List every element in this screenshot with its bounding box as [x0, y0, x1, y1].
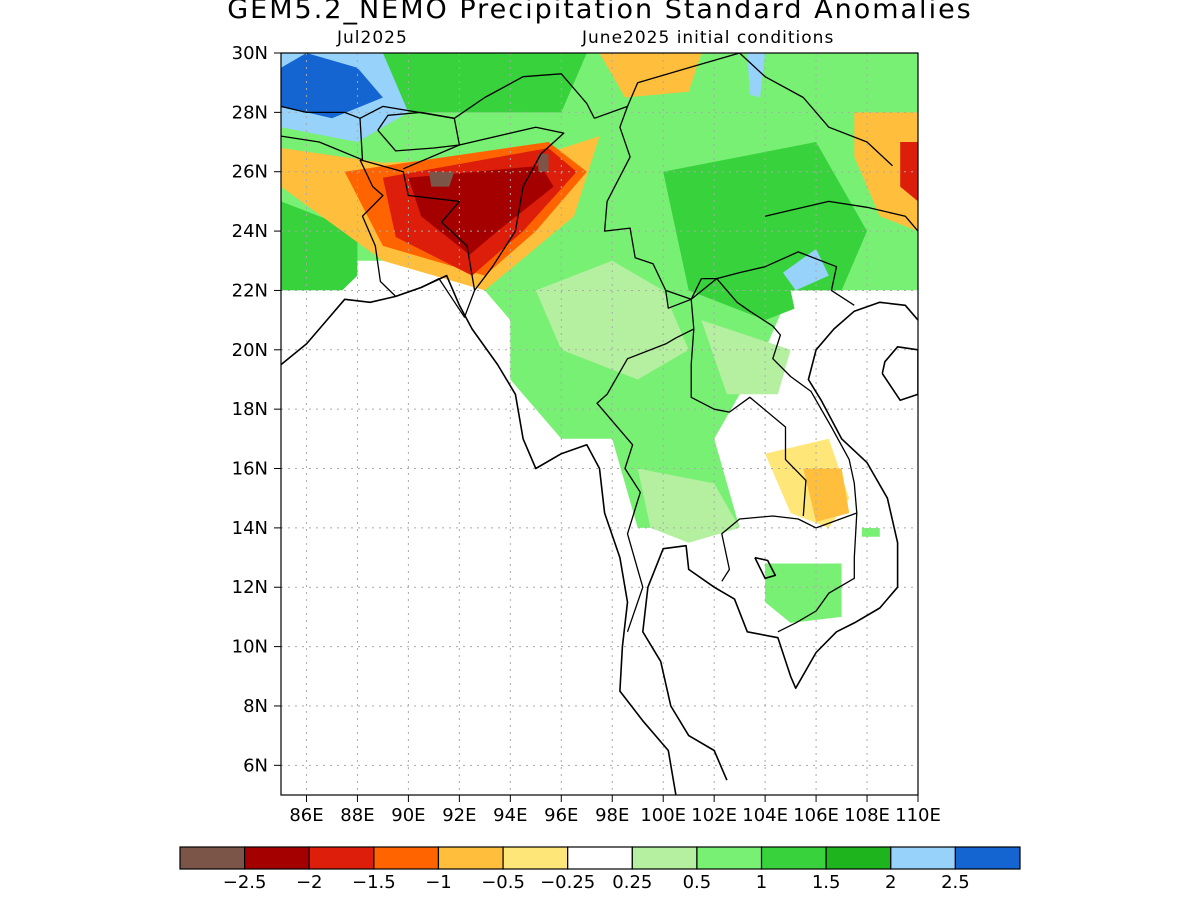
lon-tick-label: 98E [595, 805, 629, 826]
forecast-month-label: Jul2025 [337, 28, 408, 48]
coastline-tonle-sap [754, 556, 777, 580]
border-laos-borders [690, 277, 858, 582]
border-laos-thailand [690, 328, 807, 517]
colorbar-label: 1 [756, 872, 767, 893]
colorbar: −2.5 −2 −1.5 −1 −0.5 −0.25 0.25 0.5 1 1.5 2 2.5 [179, 846, 1021, 893]
lon-tick-label: 90E [391, 805, 425, 826]
border-assam-border [403, 126, 565, 291]
anomaly-region-red-china-ne [900, 142, 918, 202]
anomaly-region-darkred-core [408, 165, 554, 255]
lat-tick-label: 10N [232, 637, 268, 658]
lon-tick-label: 104E [742, 805, 788, 826]
initial-conditions-label: June2025 initial conditions [582, 28, 835, 48]
grid-lines [281, 53, 918, 795]
lat-tick-label: 20N [232, 340, 268, 361]
axis-ticks: 6N 8N 10N 12N 14N 16N 18N 20N 22N 24N 26N 28N 30N 86E… [232, 43, 941, 826]
lat-tick-label: 22N [232, 280, 268, 301]
mask-east [790, 290, 918, 528]
lon-tick-label: 102E [691, 805, 737, 826]
colorbar-label: −0.25 [540, 872, 595, 893]
colorbar-swatch [179, 846, 246, 870]
lon-tick-label: 110E [895, 805, 941, 826]
colorbar-label: −1.5 [352, 872, 396, 893]
mask-south-east [612, 527, 918, 795]
colorbar-label: 2 [885, 872, 896, 893]
coastline-gulf-of-thailand [641, 301, 918, 781]
border-india-china-ne [359, 73, 595, 119]
lon-tick-label: 86E [289, 805, 323, 826]
border-bhutan-border [377, 111, 461, 152]
colorbar-swatch [373, 846, 440, 870]
lat-tick-label: 18N [232, 399, 268, 420]
border-guangxi-internal [764, 200, 918, 232]
lat-tick-label: 12N [232, 577, 268, 598]
anomaly-region-brown-core-2 [538, 153, 549, 172]
anomaly-region-light-green-laos [701, 320, 791, 395]
lon-tick-label: 96E [544, 805, 578, 826]
map-frame [280, 52, 919, 796]
lon-tick-label: 100E [640, 805, 686, 826]
lat-tick-label: 6N [243, 755, 268, 776]
anomaly-region-green-cambodia [765, 563, 842, 623]
border-bangladesh-border [359, 159, 476, 318]
colorbar-swatch [825, 846, 892, 870]
lat-tick-label: 14N [232, 518, 268, 539]
colorbar-label: −2 [296, 872, 323, 893]
lon-tick-label: 94E [493, 805, 527, 826]
map-content [281, 53, 918, 795]
colorbar-swatch [760, 846, 827, 870]
lat-tick-label: 24N [232, 221, 268, 242]
lat-tick-label: 30N [232, 43, 268, 64]
colorbar-swatch [696, 846, 763, 870]
lat-tick-label: 28N [232, 102, 268, 123]
colorbar-swatch [244, 846, 310, 870]
lon-tick-label: 106E [793, 805, 839, 826]
colorbar-label: 0.25 [612, 872, 652, 893]
colorbar-label: 1.5 [812, 872, 841, 893]
colorbar-label: −0.5 [481, 872, 525, 893]
lat-tick-label: 26N [232, 162, 268, 183]
colorbar-label: 2.5 [941, 872, 970, 893]
lon-tick-label: 108E [844, 805, 890, 826]
border-myanmar-thailand [596, 290, 695, 633]
colorbar-swatch [954, 846, 1021, 870]
anomaly-region-brown-core-1 [428, 171, 455, 187]
coastline-india-east-coast [281, 274, 677, 795]
map-plot-area [280, 52, 919, 796]
colorbar-swatch [437, 846, 504, 870]
colorbar-label: −1 [425, 872, 452, 893]
border-cambodia-vietnam [777, 512, 858, 633]
coastline-hainan [881, 345, 918, 402]
lon-tick-label: 88E [340, 805, 374, 826]
colorbar-swatch [567, 846, 633, 870]
colorbar-swatch [631, 846, 698, 870]
colorbar-swatch [890, 846, 956, 870]
colorbar-label: 0.5 [683, 872, 712, 893]
lat-tick-label: 8N [243, 696, 268, 717]
colorbar-swatch [502, 846, 569, 870]
map-title: GEM5.2_NEMO Precipitation Standard Anoma… [227, 0, 973, 25]
colorbar-swatch [308, 846, 375, 870]
lat-tick-label: 16N [232, 459, 268, 480]
anomaly-region-blue-nw [281, 53, 383, 119]
border-yunnan-internal [626, 53, 893, 167]
lon-tick-label: 92E [442, 805, 476, 826]
anomaly-region-yellow-top [599, 53, 702, 98]
colorbar-label: −2.5 [223, 872, 267, 893]
anomaly-region-dark-green-tibet [357, 53, 587, 113]
anomaly-region-orange-vietnam [803, 468, 850, 522]
mask-west-ocean [281, 290, 587, 795]
